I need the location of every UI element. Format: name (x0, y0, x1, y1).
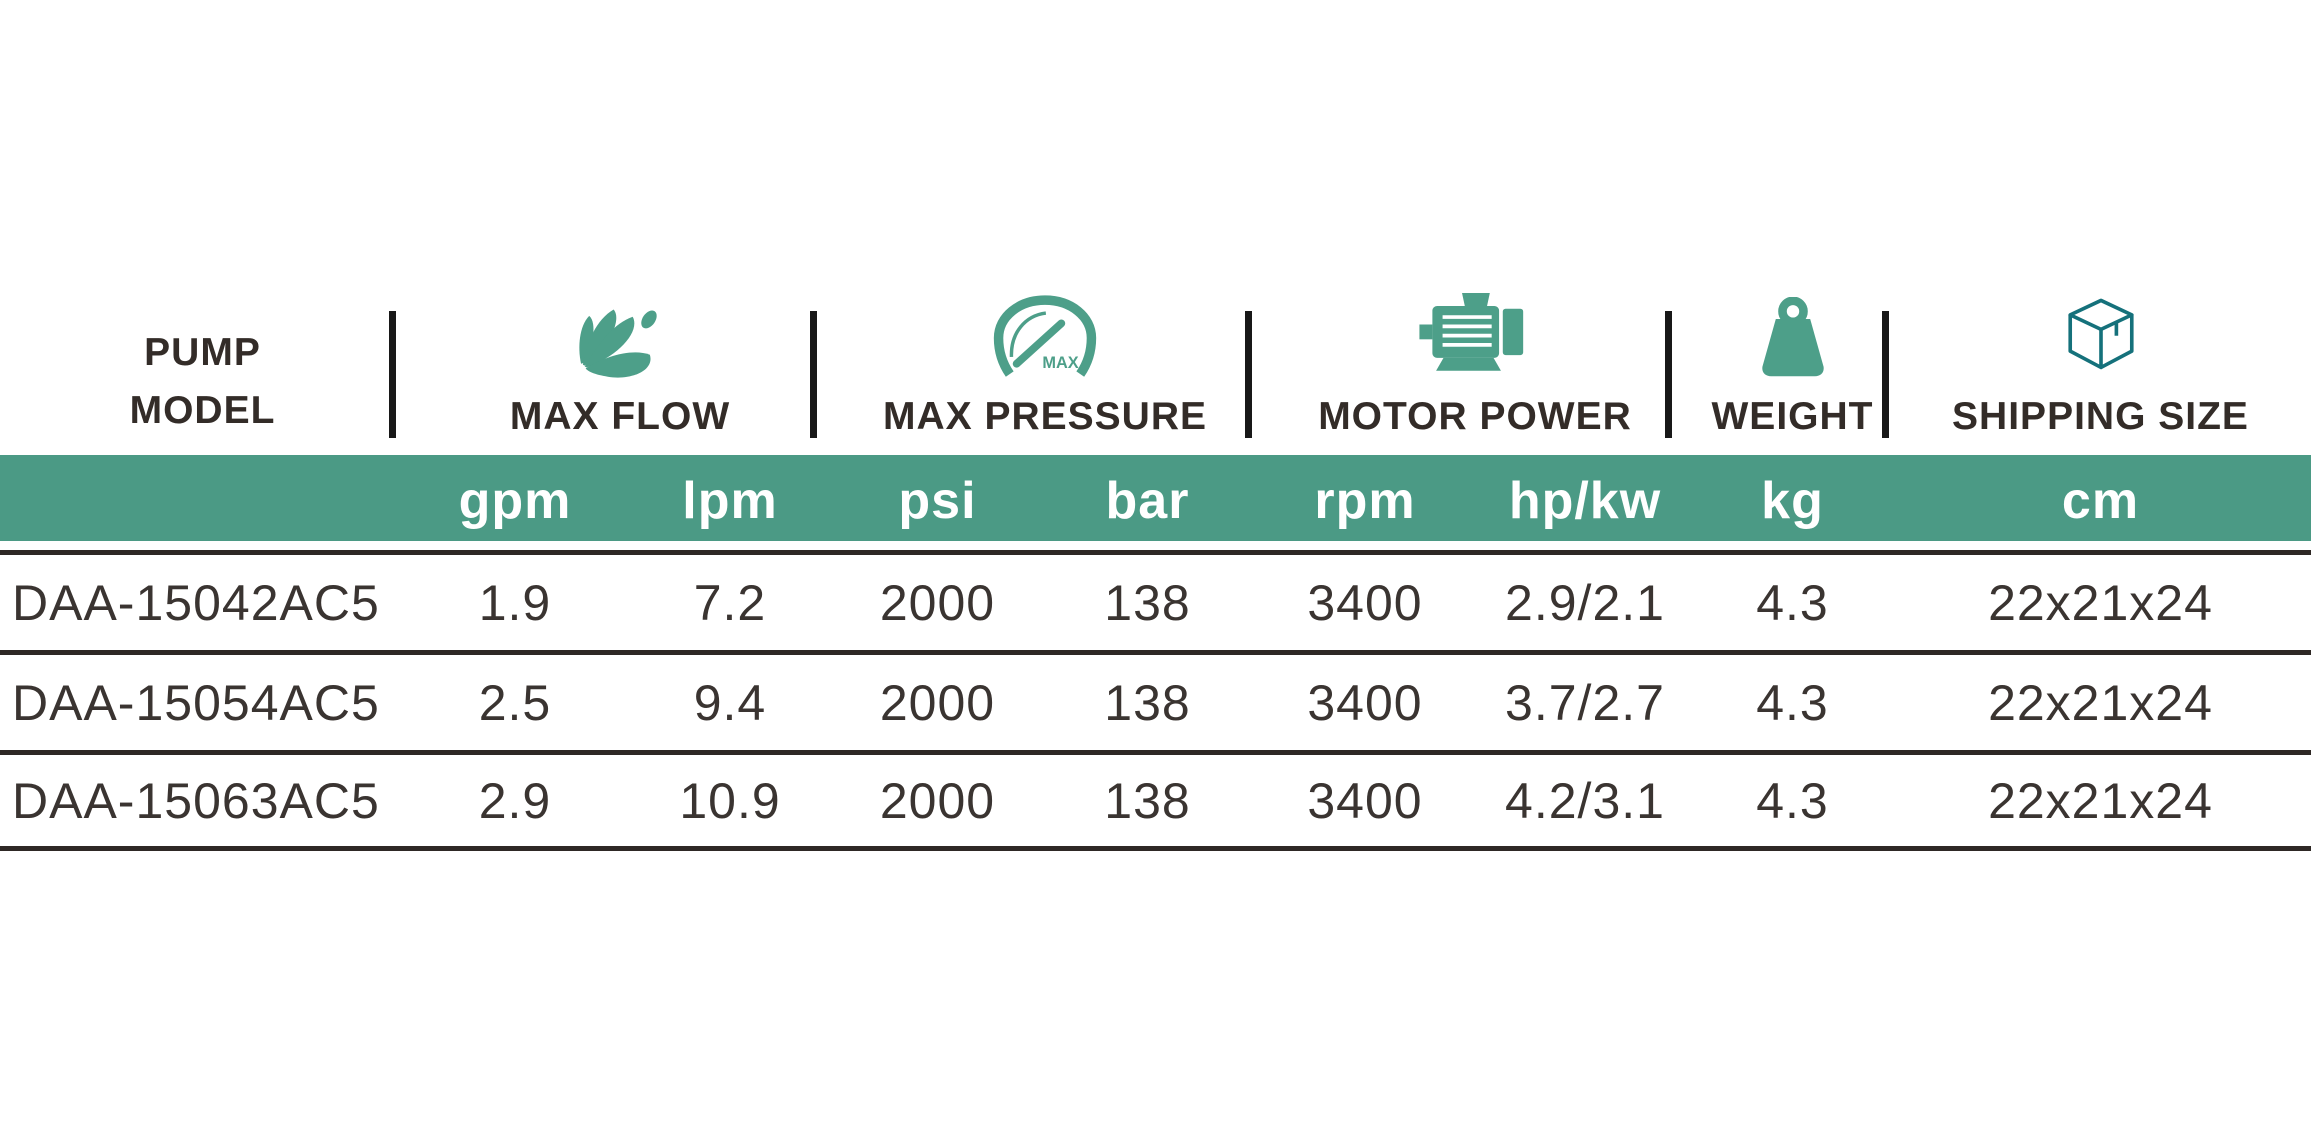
unit-rpm: rpm (1314, 472, 1416, 530)
cell-lpm: 10.9 (679, 772, 781, 829)
max-flow-label: MAX FLOW (509, 395, 731, 438)
cell-kg: 4.3 (1756, 772, 1829, 829)
pump-model-header: PUMP MODEL (0, 288, 405, 440)
max-pressure-label: MAX PRESSURE (882, 395, 1208, 438)
cell-kg: 4.3 (1756, 674, 1829, 731)
water-splash-icon (574, 295, 666, 386)
cell-bar: 138 (1104, 674, 1191, 731)
cell-shipping-size: 22x21x24 (1988, 574, 2213, 631)
unit-bar: bar (1105, 472, 1190, 530)
cell-rpm: 3400 (1307, 674, 1423, 731)
header-divider (1882, 311, 1889, 438)
table-row: DAA-15063AC5 2.9 10.9 2000 138 3400 4.2/… (0, 750, 2311, 846)
cell-kg: 4.3 (1756, 574, 1829, 631)
unit-kg: kg (1761, 472, 1824, 530)
max-flow-header: MAX FLOW (405, 288, 835, 440)
cell-rpm: 3400 (1307, 772, 1423, 829)
max-pressure-header: MAX MAX PRESSURE (835, 288, 1255, 440)
table-row: DAA-15054AC5 2.5 9.4 2000 138 3400 3.7/2… (0, 650, 2311, 750)
weight-header: WEIGHT (1695, 288, 1890, 440)
cell-hp-kw: 4.2/3.1 (1505, 772, 1665, 829)
electric-motor-icon (1419, 293, 1531, 386)
cell-model: DAA-15054AC5 (12, 674, 380, 731)
cell-gpm: 2.5 (478, 674, 552, 731)
shipping-size-label: SHIPPING SIZE (1952, 395, 2249, 438)
kettlebell-weight-icon (1745, 296, 1841, 386)
unit-hp-kw: hp/kw (1508, 472, 1662, 530)
cell-bar: 138 (1104, 574, 1191, 631)
units-band: gpm lpm psi bar rpm hp/kw kg cm (0, 455, 2311, 541)
cell-shipping-size: 22x21x24 (1988, 674, 2213, 731)
cell-lpm: 9.4 (693, 674, 767, 731)
unit-gpm: gpm (458, 472, 572, 530)
weight-label: WEIGHT (1711, 395, 1874, 438)
cell-lpm: 7.2 (693, 574, 767, 631)
header-divider (1665, 311, 1672, 438)
unit-psi: psi (898, 472, 977, 530)
pressure-gauge-icon: MAX (993, 295, 1097, 386)
header-divider (1245, 311, 1252, 438)
cell-psi: 2000 (879, 772, 996, 829)
pump-model-label-line1: PUMP (144, 331, 261, 374)
unit-cm: cm (2061, 472, 2140, 530)
cell-gpm: 2.9 (478, 772, 552, 829)
unit-lpm: lpm (682, 472, 778, 530)
gauge-max-text: MAX (1042, 354, 1078, 372)
cell-psi: 2000 (879, 574, 996, 631)
cell-bar: 138 (1104, 772, 1191, 829)
header-divider (810, 311, 817, 438)
header-divider (389, 311, 396, 438)
cell-hp-kw: 3.7/2.7 (1505, 674, 1665, 731)
table-body: DAA-15042AC5 1.9 7.2 2000 138 3400 2.9/2… (0, 550, 2311, 851)
cell-rpm: 3400 (1307, 574, 1423, 631)
pump-model-label-line2: MODEL (129, 389, 276, 432)
cell-gpm: 1.9 (478, 574, 552, 631)
cell-psi: 2000 (879, 674, 996, 731)
motor-power-label: MOTOR POWER (1318, 395, 1632, 438)
unit-model-spacer (0, 495, 405, 501)
cell-shipping-size: 22x21x24 (1988, 772, 2213, 829)
shipping-size-header: SHIPPING SIZE (1890, 288, 2311, 440)
shipping-box-icon (2051, 295, 2151, 386)
cell-model: DAA-15063AC5 (12, 772, 380, 829)
cell-model: DAA-15042AC5 (12, 574, 380, 631)
cell-hp-kw: 2.9/2.1 (1505, 574, 1665, 631)
motor-power-header: MOTOR POWER (1255, 288, 1695, 440)
table-row: DAA-15042AC5 1.9 7.2 2000 138 3400 2.9/2… (0, 550, 2311, 650)
